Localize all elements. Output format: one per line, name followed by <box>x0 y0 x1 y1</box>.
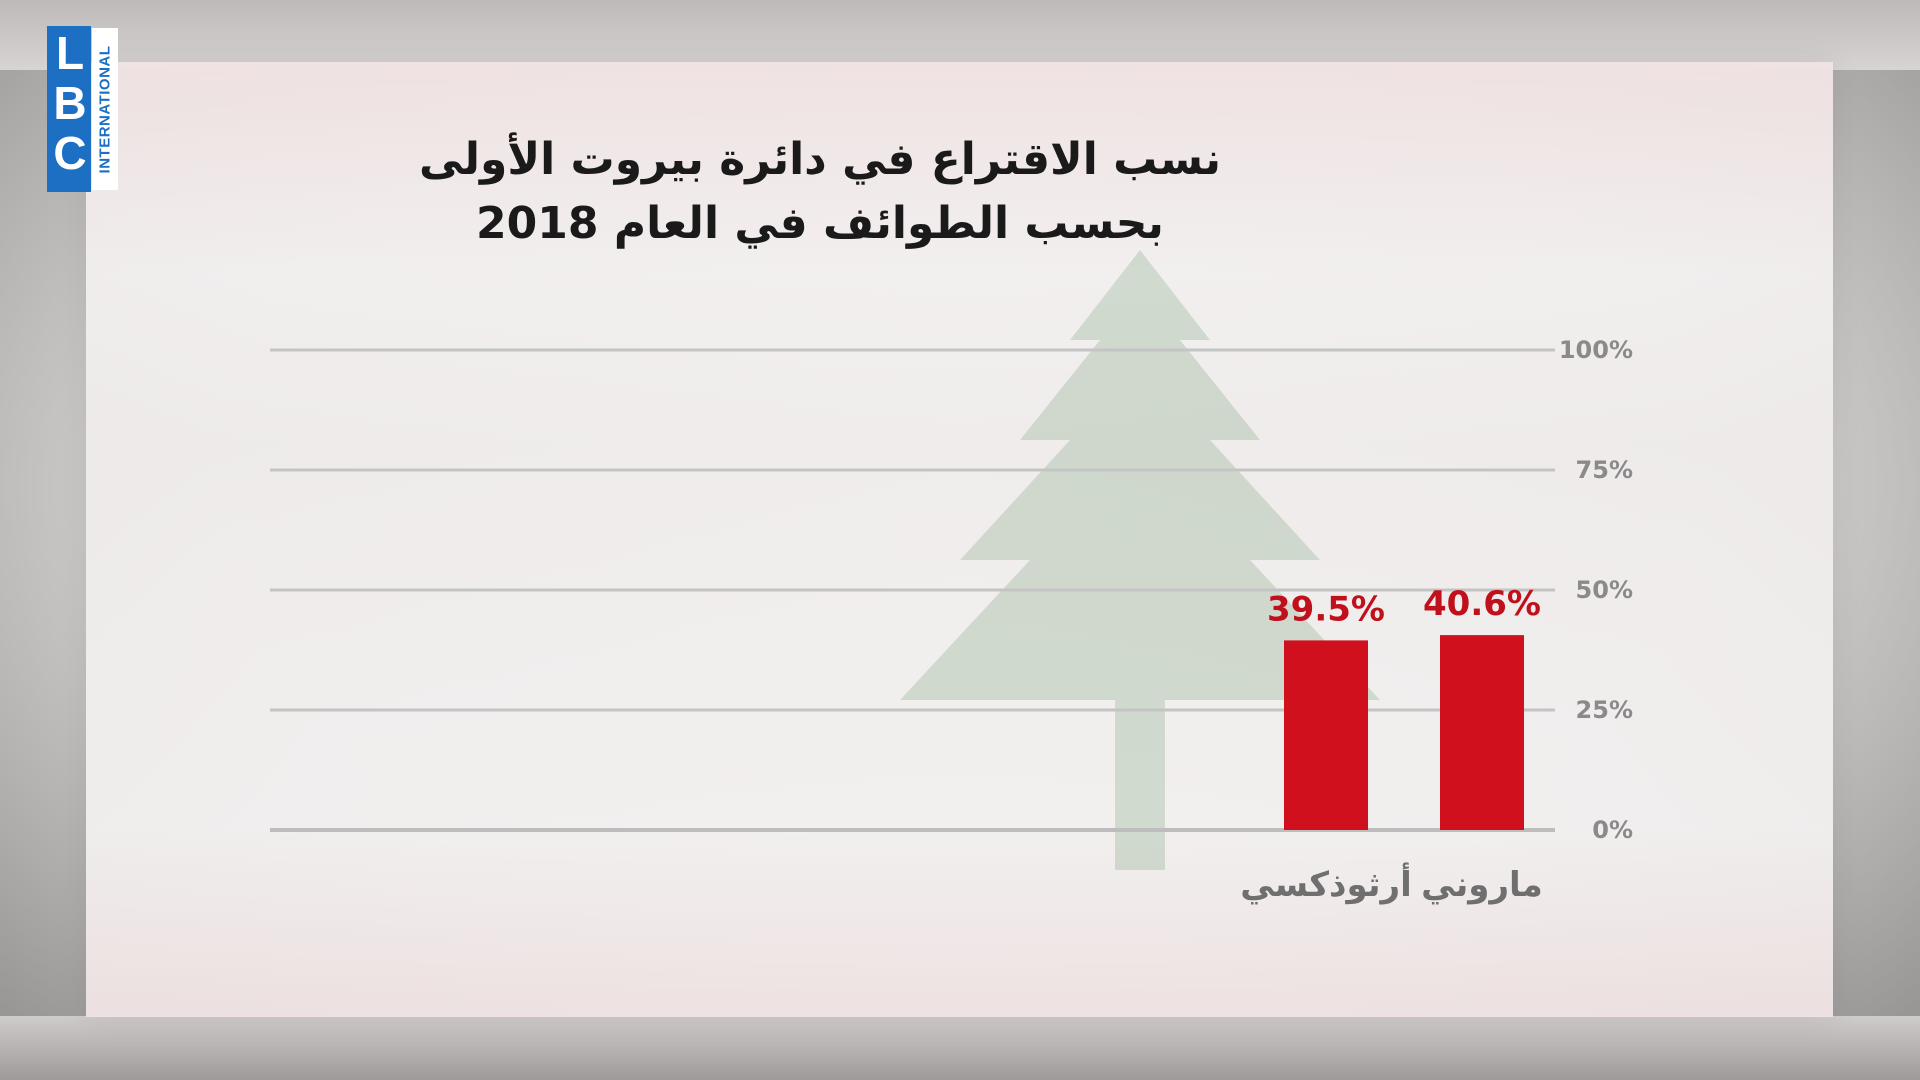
chart-bars <box>1284 635 1524 830</box>
logo-letters: L B C <box>50 28 90 178</box>
y-tick-label: 100% <box>1559 336 1633 364</box>
cedar-watermark-icon <box>900 250 1380 870</box>
bar-maronite <box>1440 635 1524 830</box>
flag-tint-top <box>86 62 1833 272</box>
logo-international-strip: INTERNATIONAL <box>92 28 118 190</box>
logo-blue-block <box>47 26 91 192</box>
category-label: أرثوذكسي <box>1240 862 1412 905</box>
logo-letter-c: C <box>53 127 87 179</box>
chart-title-block: نسب الاقتراع في دائرة بيروت الأولى بحسب … <box>300 128 1340 256</box>
logo-letter-b: B <box>53 77 87 129</box>
y-tick-label: 50% <box>1576 576 1633 604</box>
backdrop-top <box>0 0 1920 70</box>
chart-panel <box>86 62 1833 1017</box>
bar-orthodox <box>1284 640 1368 830</box>
chart-y-ticks: 0% 25% 50% 75% 100% <box>1559 336 1633 844</box>
data-label: 40.6% <box>1423 584 1541 624</box>
lbc-logo: L B C INTERNATIONAL <box>47 26 118 192</box>
y-tick-label: 75% <box>1576 456 1633 484</box>
y-tick-label: 25% <box>1576 696 1633 724</box>
chart-title: نسب الاقتراع في دائرة بيروت الأولى <box>418 134 1222 185</box>
chart-subtitle: بحسب الطوائف في العام 2018 <box>476 198 1164 249</box>
data-label: 39.5% <box>1267 589 1385 629</box>
backdrop-bottom <box>0 1016 1920 1080</box>
chart-labels: 40.6% ماروني 39.5% أرثوذكسي <box>1240 584 1543 905</box>
y-tick-label: 0% <box>1592 816 1633 844</box>
logo-letter-l: L <box>55 27 85 79</box>
category-label: ماروني <box>1421 865 1543 905</box>
flag-tint-bottom <box>86 830 1833 1017</box>
